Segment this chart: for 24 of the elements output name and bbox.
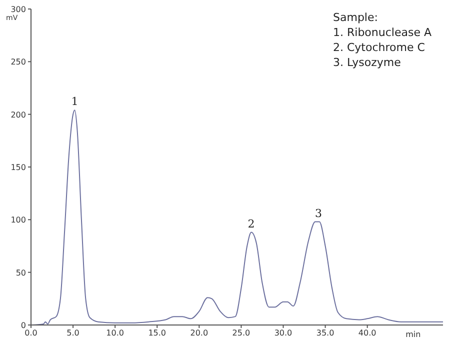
x-tick-label: 30.0 xyxy=(274,328,292,338)
x-tick-label: 40.0 xyxy=(358,328,376,338)
y-tick-label: 150 xyxy=(10,163,26,172)
x-tick-label: 0.0 xyxy=(24,328,38,338)
x-tick-label: 5.0 xyxy=(66,328,80,338)
text: Sample: xyxy=(333,11,378,24)
y-tick-label: 100 xyxy=(10,216,26,225)
text: 3. Lysozyme xyxy=(333,56,401,69)
x-tick-label: 15.0 xyxy=(148,328,166,338)
x-axis-title: min xyxy=(406,330,421,339)
y-tick-label: 0 xyxy=(20,321,26,330)
y-tick-label: 200 xyxy=(10,110,26,120)
y-tick-label: 250 xyxy=(10,58,26,67)
annotation: 1 xyxy=(71,95,78,108)
annotation: 3 xyxy=(315,206,322,220)
annotation: 2 xyxy=(248,217,255,230)
text: 2. Cytochrome C xyxy=(333,41,425,54)
x-tick-label: 10.0 xyxy=(106,328,124,338)
text: 1. Ribonuclease A xyxy=(333,26,432,39)
y-tick-label: 50 xyxy=(16,268,26,278)
x-tick-label: 25.0 xyxy=(232,328,250,338)
x-tick-label: 20.0 xyxy=(190,328,208,338)
x-tick-label: 35.0 xyxy=(316,328,334,338)
y-tick-label: 300 xyxy=(10,5,26,14)
